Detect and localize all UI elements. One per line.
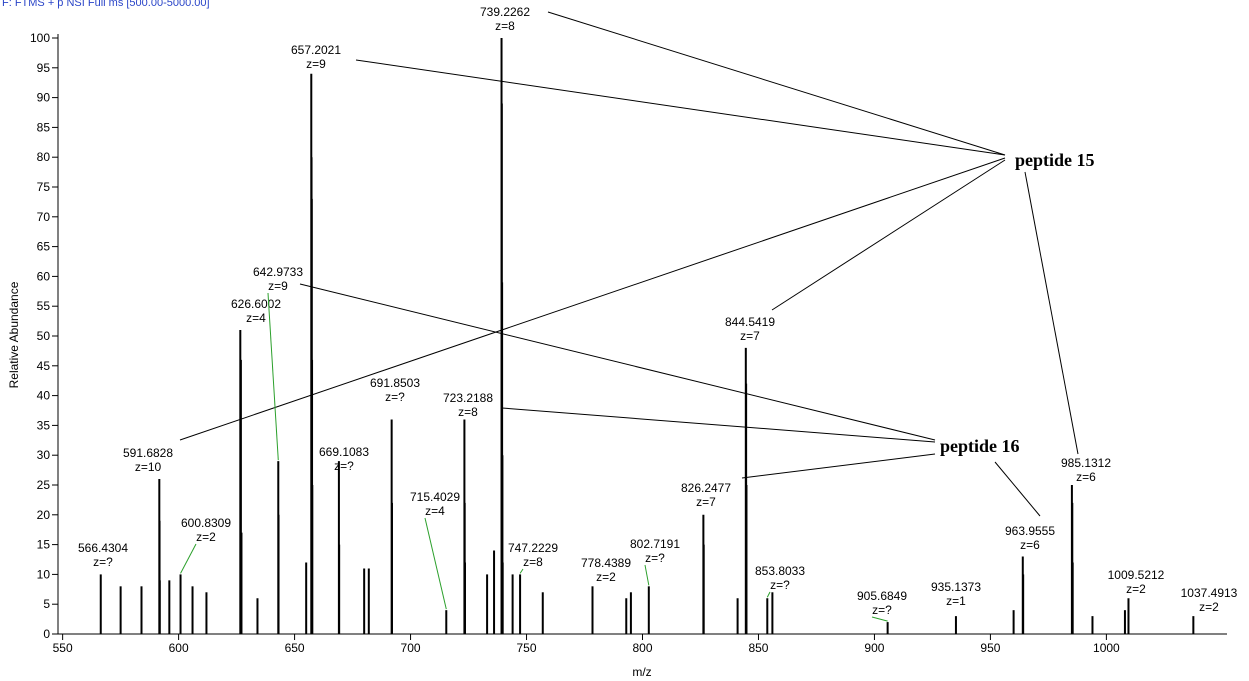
peak-label: 723.2188 bbox=[443, 391, 493, 405]
x-tick-label: 900 bbox=[864, 641, 884, 655]
y-tick-label: 15 bbox=[37, 538, 51, 552]
charge-label: z=2 bbox=[596, 570, 616, 584]
charge-label: z=4 bbox=[246, 311, 266, 325]
y-tick-label: 25 bbox=[37, 478, 51, 492]
y-tick-label: 95 bbox=[37, 61, 51, 75]
peak-label: 642.9733 bbox=[253, 265, 303, 279]
charge-label: z=6 bbox=[1076, 470, 1096, 484]
y-tick-label: 70 bbox=[37, 210, 51, 224]
peak-label: 1009.5212 bbox=[1108, 568, 1165, 582]
peak-label: 566.4304 bbox=[78, 541, 128, 555]
x-tick-label: 800 bbox=[632, 641, 652, 655]
label-leader bbox=[180, 543, 197, 574]
peak-label: 626.6002 bbox=[231, 297, 281, 311]
peak-label: 778.4389 bbox=[581, 556, 631, 570]
y-tick-label: 65 bbox=[37, 240, 51, 254]
charge-label: z=2 bbox=[196, 530, 216, 544]
charge-label: z=7 bbox=[696, 495, 716, 509]
label-leader bbox=[267, 292, 279, 461]
y-tick-label: 55 bbox=[37, 299, 51, 313]
charge-label: z=10 bbox=[135, 460, 162, 474]
peak-label: 985.1312 bbox=[1061, 456, 1111, 470]
peak-label: 802.7191 bbox=[630, 537, 680, 551]
y-tick-label: 75 bbox=[37, 180, 51, 194]
charge-label: z=? bbox=[334, 459, 354, 473]
y-tick-label: 30 bbox=[37, 448, 51, 462]
y-tick-label: 40 bbox=[37, 389, 51, 403]
peak-label: 844.5419 bbox=[725, 315, 775, 329]
charge-label: z=2 bbox=[1199, 600, 1219, 614]
peak-label: 591.6828 bbox=[123, 446, 173, 460]
peak-label: 963.9555 bbox=[1005, 524, 1055, 538]
y-tick-label: 50 bbox=[37, 329, 51, 343]
peak-label: 739.2262 bbox=[480, 5, 530, 19]
peak-label: 905.6849 bbox=[857, 589, 907, 603]
y-tick-label: 90 bbox=[37, 91, 51, 105]
x-tick-label: 950 bbox=[980, 641, 1000, 655]
y-tick-label: 5 bbox=[43, 597, 50, 611]
label-leader bbox=[871, 616, 888, 622]
x-tick-label: 700 bbox=[401, 641, 421, 655]
charge-label: z=2 bbox=[1126, 582, 1146, 596]
charge-label: z=? bbox=[872, 603, 892, 617]
peak-label: 600.8309 bbox=[181, 516, 231, 530]
annotation: peptide 16 bbox=[940, 436, 1020, 456]
charge-label: z=8 bbox=[458, 405, 478, 419]
y-tick-label: 85 bbox=[37, 120, 51, 134]
annotation-connectors bbox=[179, 11, 1079, 517]
annotation: peptide 15 bbox=[1015, 150, 1095, 170]
y-tick-label: 10 bbox=[37, 567, 51, 581]
label-leader bbox=[424, 517, 447, 610]
label-leader bbox=[644, 564, 650, 586]
x-axis-label: m/z bbox=[632, 665, 651, 679]
peak-label: 691.8503 bbox=[370, 376, 420, 390]
peak-label: 747.2229 bbox=[508, 541, 558, 555]
x-tick-label: 550 bbox=[53, 641, 73, 655]
label-leader bbox=[519, 568, 524, 574]
charge-label: z=6 bbox=[1020, 538, 1040, 552]
charge-label: z=9 bbox=[268, 279, 288, 293]
y-tick-label: 20 bbox=[37, 508, 51, 522]
x-tick-label: 850 bbox=[748, 641, 768, 655]
x-tick-label: 600 bbox=[169, 641, 189, 655]
charge-label: z=1 bbox=[946, 594, 966, 608]
peak-label: 826.2477 bbox=[681, 481, 731, 495]
y-tick-label: 60 bbox=[37, 269, 51, 283]
y-tick-label: 100 bbox=[30, 31, 50, 45]
peak-label: 715.4029 bbox=[410, 490, 460, 504]
peak-label: 935.1373 bbox=[931, 580, 981, 594]
peak-label: 669.1083 bbox=[319, 445, 369, 459]
y-tick-label: 0 bbox=[43, 627, 50, 641]
peak-label: 1037.4913 bbox=[1181, 586, 1238, 600]
y-tick-label: 35 bbox=[37, 418, 51, 432]
charge-label: z=7 bbox=[740, 329, 760, 343]
y-tick-label: 80 bbox=[37, 150, 51, 164]
x-tick-label: 650 bbox=[285, 641, 305, 655]
charge-label: z=? bbox=[385, 390, 405, 404]
charge-label: z=? bbox=[93, 555, 113, 569]
x-tick-label: 750 bbox=[517, 641, 537, 655]
charge-label: z=8 bbox=[495, 19, 515, 33]
charge-label: z=? bbox=[770, 578, 790, 592]
charge-label: z=9 bbox=[306, 57, 326, 71]
chart-title: F: FTMS + p NSI Full ms [500.00-5000.00] bbox=[2, 0, 210, 9]
charge-label: z=? bbox=[645, 551, 665, 565]
label-leader bbox=[766, 591, 771, 598]
y-axis-label: Relative Abundance bbox=[7, 281, 21, 388]
charge-label: z=4 bbox=[425, 504, 445, 518]
peak-label: 853.8033 bbox=[755, 564, 805, 578]
peak-label: 657.2021 bbox=[291, 43, 341, 57]
x-tick-label: 1000 bbox=[1093, 641, 1120, 655]
y-tick-label: 45 bbox=[37, 359, 51, 373]
charge-label: z=8 bbox=[523, 555, 543, 569]
